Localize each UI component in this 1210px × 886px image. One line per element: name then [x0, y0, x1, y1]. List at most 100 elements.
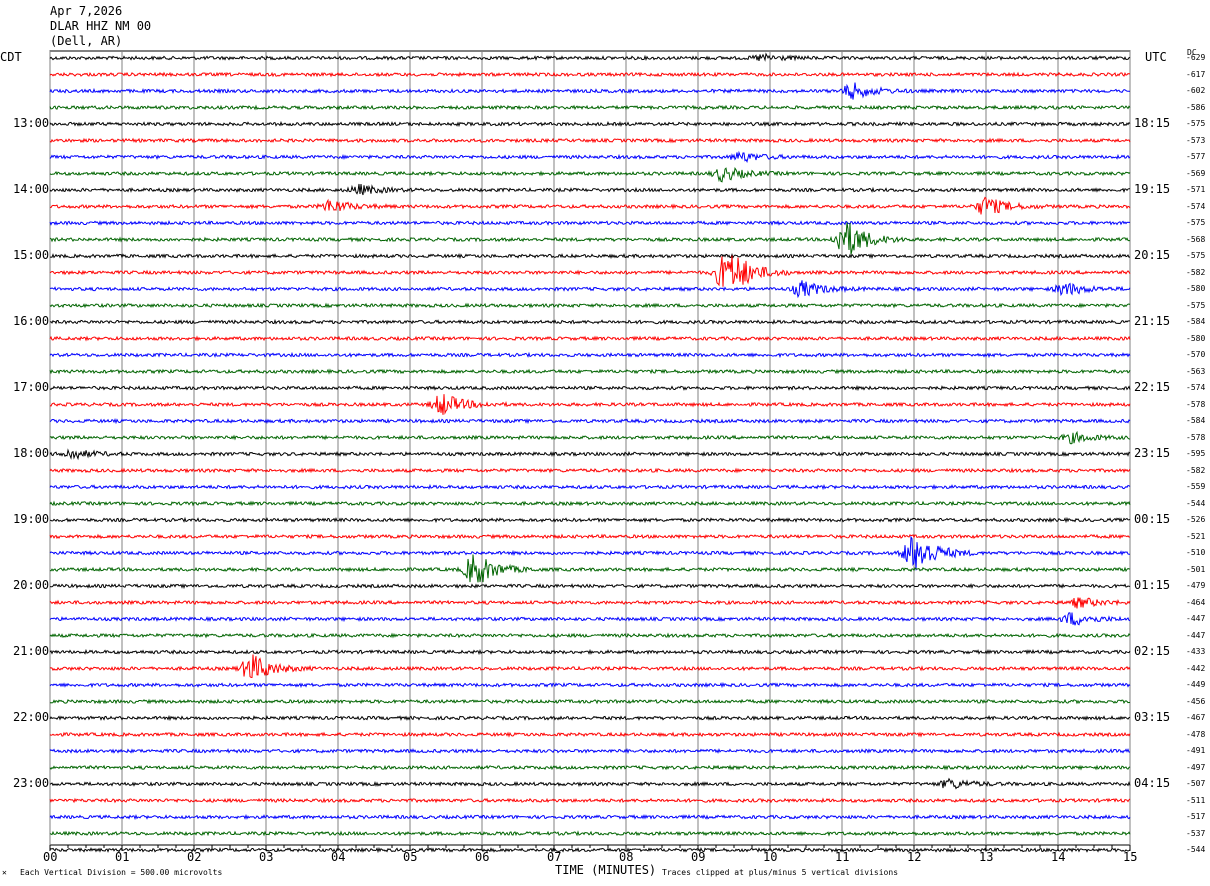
dc-offset-label: -571: [1186, 185, 1206, 194]
dc-offset-label: -491: [1186, 746, 1206, 755]
seismic-trace: [49, 612, 1131, 626]
dc-offset-label: -501: [1186, 564, 1206, 574]
x-tick-label: 03: [259, 850, 274, 864]
dc-offset-label: -595: [1186, 449, 1206, 458]
dc-offset-label: -584: [1186, 317, 1206, 326]
seismic-trace: [49, 430, 1131, 445]
dc-offset-label: -569: [1186, 168, 1206, 178]
dc-offset-label: -578: [1186, 432, 1206, 442]
seismic-trace: [49, 654, 1131, 679]
seismic-trace: [49, 500, 1131, 507]
left-time-label: 16:00: [13, 314, 50, 328]
left-time-label: 22:00: [13, 710, 50, 724]
dc-offset-label: -559: [1186, 482, 1206, 491]
left-time-label: 13:00: [13, 116, 50, 130]
x-tick-label: 05: [403, 850, 418, 864]
dc-offset-label: -582: [1186, 267, 1206, 277]
seismic-trace: [49, 394, 1131, 415]
seismic-trace: [49, 120, 1131, 128]
x-tick-label: 15: [1123, 850, 1138, 864]
dc-offset-label: -574: [1186, 383, 1206, 392]
dc-offset-label: -582: [1186, 465, 1206, 475]
right-timezone-label: UTC: [1145, 50, 1167, 64]
dc-offset-label: -629: [1186, 53, 1206, 62]
dc-offset-label: -449: [1186, 680, 1206, 689]
seismic-trace: [49, 448, 1131, 461]
left-time-label: 21:00: [13, 644, 50, 658]
seismic-trace: [49, 714, 1131, 722]
dc-offset-label: -602: [1186, 86, 1206, 95]
seismic-trace: [49, 583, 1131, 590]
dc-offset-label: -544: [1186, 845, 1206, 854]
seismic-trace: [49, 318, 1131, 325]
dc-offset-label: -575: [1186, 300, 1206, 310]
seismic-trace: [49, 731, 1131, 738]
dc-offset-label: -577: [1186, 152, 1206, 161]
seismic-trace: [49, 302, 1131, 309]
right-time-label: 22:15: [1134, 380, 1171, 394]
seismic-trace: [49, 483, 1131, 491]
dc-offset-label: -433: [1186, 647, 1206, 656]
right-time-label: 00:15: [1134, 512, 1171, 526]
dc-offset-label: -574: [1186, 201, 1206, 211]
x-axis-label: TIME (MINUTES): [555, 863, 657, 877]
dc-offset-label: -580: [1186, 333, 1206, 343]
right-time-label: 03:15: [1134, 710, 1171, 724]
dc-offset-label: -580: [1186, 284, 1206, 293]
x-tick-label: 06: [475, 850, 490, 864]
seismic-trace: [49, 82, 1131, 100]
seismic-trace: [49, 71, 1131, 78]
dc-offset-label: -467: [1186, 713, 1206, 722]
right-time-label: 23:15: [1134, 446, 1171, 460]
header-date: Apr 7,2026: [50, 4, 123, 18]
dc-offset-label: -544: [1186, 498, 1206, 508]
seismic-trace: [49, 698, 1131, 705]
seismic-trace: [49, 516, 1131, 524]
seismic-trace: [49, 196, 1131, 215]
dc-label: DC: [1187, 48, 1197, 57]
dc-offset-label: -568: [1186, 234, 1206, 244]
dc-offset-label: -586: [1186, 102, 1206, 112]
dc-offset-label: -510: [1186, 548, 1206, 557]
right-time-label: 01:15: [1134, 578, 1171, 592]
right-time-label: 02:15: [1134, 644, 1171, 658]
plot-frame: [49, 50, 1131, 846]
dc-offset-label: -570: [1186, 350, 1206, 359]
seismic-trace: [49, 183, 1130, 196]
dc-offset-label: -464: [1186, 597, 1206, 607]
dc-offset-label: -511: [1186, 795, 1206, 805]
seismic-trace: [49, 648, 1131, 656]
seismic-trace: [49, 830, 1131, 837]
seismic-trace: [49, 846, 1131, 854]
dc-offset-label: -563: [1186, 366, 1206, 376]
x-tick-label: 07: [547, 850, 562, 864]
x-tick-label: 08: [619, 850, 634, 864]
seismic-trace: [49, 632, 1131, 639]
right-time-label: 21:15: [1134, 314, 1171, 328]
seismic-trace: [49, 554, 1131, 583]
dc-offset-label: -537: [1186, 828, 1206, 838]
dc-offset-label: -521: [1186, 531, 1206, 541]
dc-offset-label: -517: [1186, 812, 1206, 821]
dc-offset-label: -447: [1186, 630, 1206, 640]
header-station: DLAR HHZ NM 00: [50, 19, 152, 33]
right-time-label: 19:15: [1134, 182, 1171, 196]
dc-offset-label: -456: [1186, 696, 1206, 706]
right-time-label: 20:15: [1134, 248, 1171, 262]
right-time-label: 04:15: [1134, 776, 1171, 790]
dc-offset-label: -526: [1186, 515, 1206, 524]
seismic-trace: [49, 368, 1131, 375]
left-time-label: 15:00: [13, 248, 50, 262]
seismic-trace: [49, 417, 1131, 425]
dc-offset-label: -573: [1186, 135, 1206, 145]
x-tick-label: 11: [835, 850, 850, 864]
left-time-label: 20:00: [13, 578, 50, 592]
x-tick-label: 02: [187, 850, 202, 864]
x-tick-label: 09: [691, 850, 706, 864]
seismic-trace: [49, 533, 1131, 540]
x-tick-label: 13: [979, 850, 994, 864]
seismic-trace: [49, 384, 1131, 392]
dc-offset-label: -578: [1186, 399, 1206, 409]
left-time-label: 18:00: [13, 446, 50, 460]
